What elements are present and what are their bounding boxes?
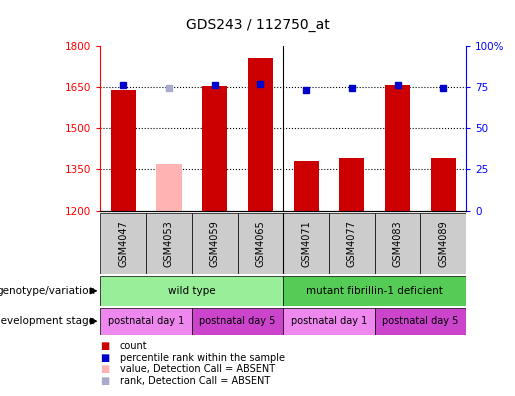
Bar: [431, 158, 456, 211]
Bar: [100, 213, 146, 274]
Text: value, Detection Call = ABSENT: value, Detection Call = ABSENT: [120, 364, 275, 375]
Text: development stage: development stage: [0, 316, 95, 326]
Text: rank, Detection Call = ABSENT: rank, Detection Call = ABSENT: [120, 376, 270, 386]
Bar: [294, 161, 319, 211]
Bar: [100, 308, 192, 335]
Text: genotype/variation: genotype/variation: [0, 286, 95, 296]
Text: postnatal day 5: postnatal day 5: [199, 316, 276, 326]
Bar: [202, 86, 227, 211]
Text: mutant fibrillin-1 deficient: mutant fibrillin-1 deficient: [306, 286, 443, 296]
Bar: [283, 308, 375, 335]
Bar: [248, 58, 273, 211]
Text: ■: ■: [100, 341, 110, 351]
Text: GSM4053: GSM4053: [164, 220, 174, 267]
Text: GSM4083: GSM4083: [392, 220, 403, 267]
Bar: [420, 213, 466, 274]
Bar: [283, 276, 466, 306]
Text: percentile rank within the sample: percentile rank within the sample: [120, 352, 285, 363]
Text: count: count: [120, 341, 148, 351]
Bar: [374, 308, 466, 335]
Bar: [192, 308, 283, 335]
Bar: [111, 90, 136, 211]
Bar: [157, 164, 182, 211]
Text: GSM4047: GSM4047: [118, 220, 128, 267]
Text: GSM4077: GSM4077: [347, 220, 357, 267]
Text: ■: ■: [100, 352, 110, 363]
Text: GSM4089: GSM4089: [438, 220, 448, 267]
Text: postnatal day 5: postnatal day 5: [382, 316, 458, 326]
Text: postnatal day 1: postnatal day 1: [291, 316, 367, 326]
Text: GSM4065: GSM4065: [255, 220, 265, 267]
Text: ■: ■: [100, 364, 110, 375]
Text: postnatal day 1: postnatal day 1: [108, 316, 184, 326]
Bar: [374, 213, 420, 274]
Bar: [237, 213, 283, 274]
Text: GDS243 / 112750_at: GDS243 / 112750_at: [185, 18, 330, 32]
Bar: [283, 213, 329, 274]
Text: ■: ■: [100, 376, 110, 386]
Bar: [329, 213, 374, 274]
Text: GSM4071: GSM4071: [301, 220, 311, 267]
Bar: [339, 158, 365, 211]
Text: GSM4059: GSM4059: [210, 220, 220, 267]
Bar: [385, 86, 410, 211]
Text: wild type: wild type: [168, 286, 216, 296]
Bar: [100, 276, 283, 306]
Bar: [146, 213, 192, 274]
Bar: [192, 213, 237, 274]
